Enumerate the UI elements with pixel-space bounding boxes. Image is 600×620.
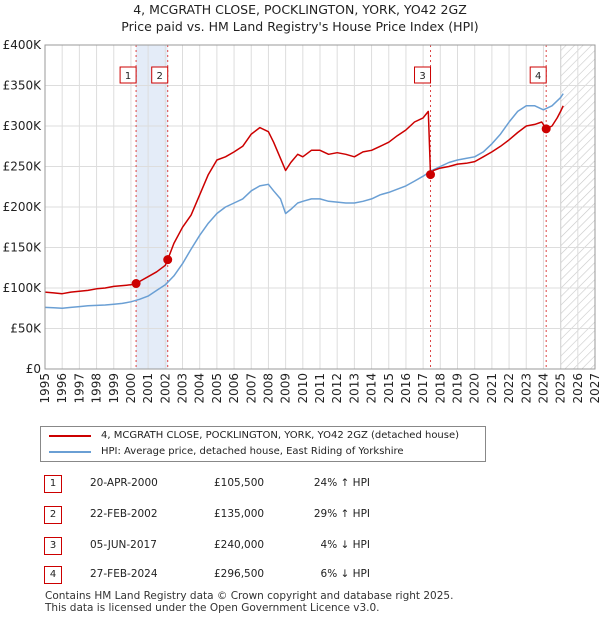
transaction-price: £105,500 xyxy=(214,477,265,489)
transaction-label-box xyxy=(151,66,169,84)
x-tick-label: 2023 xyxy=(519,373,533,404)
y-tick-label: £250K xyxy=(3,160,43,174)
x-tick-label: 2021 xyxy=(485,373,499,404)
transaction-hpi-diff: 24% ↑ HPI xyxy=(313,477,370,489)
transaction-date: 27-FEB-2024 xyxy=(90,568,158,580)
transaction-row: 1 20-APR-2000 £105,500 24% ↑ HPI xyxy=(0,475,600,495)
x-tick-label: 2019 xyxy=(451,373,465,404)
transaction-label-box xyxy=(119,66,137,84)
x-tick-label: 2011 xyxy=(313,373,327,404)
x-tick-label: 2017 xyxy=(416,373,430,404)
x-tick-label: 2020 xyxy=(468,373,482,404)
transaction-number: 3 xyxy=(44,537,62,555)
x-tick-label: 2016 xyxy=(399,373,413,404)
x-tick-label: 2022 xyxy=(502,373,516,404)
transaction-hpi-diff: 6% ↓ HPI xyxy=(320,568,370,580)
transaction-hpi-diff: 4% ↓ HPI xyxy=(320,539,370,551)
x-tick-label: 2014 xyxy=(365,373,379,404)
legend-swatch-property xyxy=(49,435,91,437)
transaction-price: £296,500 xyxy=(214,568,265,580)
transaction-label: 4 xyxy=(535,71,541,82)
y-tick-label: £100K xyxy=(3,281,43,295)
transaction-label-box xyxy=(529,66,547,84)
transaction-hpi-diff: 29% ↑ HPI xyxy=(313,508,370,520)
transaction-label: 1 xyxy=(125,71,131,82)
legend-label-property: 4, MCGRATH CLOSE, POCKLINGTON, YORK, YO4… xyxy=(101,430,460,441)
footer-copyright: Contains HM Land Registry data © Crown c… xyxy=(45,590,454,602)
transaction-label: 2 xyxy=(157,71,163,82)
transaction-price: £135,000 xyxy=(214,508,265,520)
transaction-row: 3 05-JUN-2017 £240,000 4% ↓ HPI xyxy=(0,537,600,557)
x-tick-label: 2002 xyxy=(158,373,172,404)
y-tick-label: £50K xyxy=(10,322,42,336)
y-tick-label: £200K xyxy=(3,200,43,214)
x-tick-label: 2015 xyxy=(382,373,396,404)
x-tick-label: 1997 xyxy=(72,373,86,404)
transaction-number: 1 xyxy=(44,475,62,493)
x-tick-label: 2007 xyxy=(244,373,258,404)
legend-label-hpi: HPI: Average price, detached house, East… xyxy=(101,446,404,457)
transaction-point xyxy=(426,170,436,180)
x-tick-label: 2005 xyxy=(210,373,224,404)
y-tick-label: £0 xyxy=(26,362,41,376)
x-tick-label: 2012 xyxy=(330,373,344,404)
x-tick-label: 2024 xyxy=(536,373,550,404)
transaction-date: 05-JUN-2017 xyxy=(90,539,157,551)
transaction-price: £240,000 xyxy=(214,539,265,551)
chart-title-address: 4, MCGRATH CLOSE, POCKLINGTON, YORK, YO4… xyxy=(133,2,467,17)
transaction-point xyxy=(131,279,141,289)
transaction-number: 2 xyxy=(44,506,62,524)
transaction-point xyxy=(541,124,551,134)
y-tick-label: £350K xyxy=(3,79,43,93)
legend-swatch-hpi xyxy=(49,451,91,453)
transaction-number: 4 xyxy=(44,566,62,584)
y-tick-label: £400K xyxy=(3,38,43,52)
x-tick-label: 2013 xyxy=(347,373,361,404)
transaction-date: 22-FEB-2002 xyxy=(90,508,158,520)
plot-border xyxy=(44,44,596,370)
price-chart: £0 £50K £100K £150K £200K £250K £300K £350K £400… xyxy=(3,38,600,404)
x-tick-label: 2001 xyxy=(141,373,155,404)
x-tick-label: 2025 xyxy=(554,373,568,404)
x-tick-label: 2018 xyxy=(433,373,447,404)
y-tick-label: £300K xyxy=(3,119,43,133)
x-tick-label: 2008 xyxy=(261,373,275,404)
chart-legend: 4, MCGRATH CLOSE, POCKLINGTON, YORK, YO4… xyxy=(40,426,486,462)
transaction-row: 4 27-FEB-2024 £296,500 6% ↓ HPI xyxy=(0,566,600,586)
x-tick-label: 1998 xyxy=(90,373,104,404)
x-tick-label: 2006 xyxy=(227,373,241,404)
x-tick-label: 2009 xyxy=(279,373,293,404)
chart-subtitle: Price paid vs. HM Land Registry's House … xyxy=(121,19,479,34)
footer-licence: This data is licensed under the Open Gov… xyxy=(45,602,380,614)
x-tick-label: 2004 xyxy=(193,373,207,404)
x-tick-label: 2003 xyxy=(176,373,190,404)
x-tick-label: 1995 xyxy=(38,373,52,404)
transaction-row: 2 22-FEB-2002 £135,000 29% ↑ HPI xyxy=(0,506,600,526)
transaction-label-box xyxy=(414,66,432,84)
x-tick-label: 2010 xyxy=(296,373,310,404)
x-tick-label: 1996 xyxy=(55,373,69,404)
transaction-date: 20-APR-2000 xyxy=(90,477,158,489)
hpi-line xyxy=(44,93,564,310)
x-tick-label: 2000 xyxy=(124,373,138,404)
transaction-point xyxy=(163,255,173,265)
x-tick-label: 1999 xyxy=(107,373,121,404)
y-tick-label: £150K xyxy=(3,241,43,255)
x-tick-label: 2027 xyxy=(588,373,600,404)
x-tick-label: 2026 xyxy=(571,373,585,404)
transaction-label: 3 xyxy=(419,71,425,82)
